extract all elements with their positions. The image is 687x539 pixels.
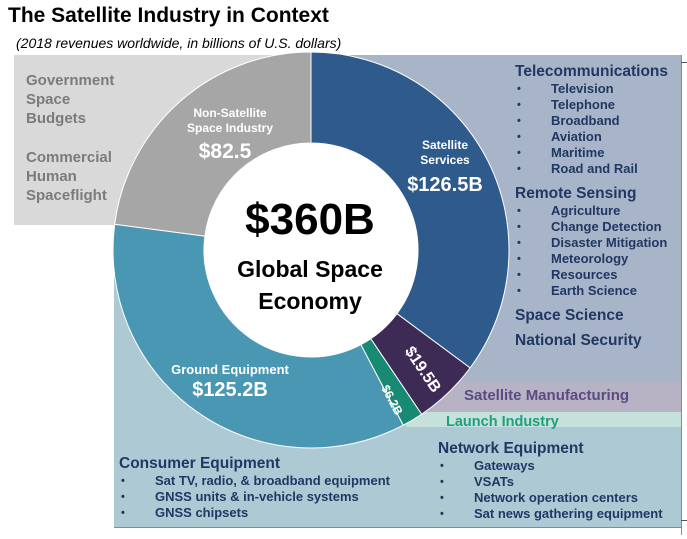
bottom-border [114, 527, 682, 528]
satellite-manufacturing-label: Satellite Manufacturing [464, 387, 630, 404]
network-equipment-heading: Network Equipment [438, 440, 584, 457]
list-item: Sat news gathering equipment [438, 506, 663, 522]
list-item: Disaster Mitigation [515, 235, 667, 251]
list-item: Sat TV, radio, & broadband equipment [119, 473, 390, 489]
list-item: Resources [515, 267, 667, 283]
commercial-label-line2: Human [26, 168, 77, 185]
list-item: GNSS units & in-vehicle systems [119, 489, 390, 505]
slice-label-non-satellite-line1: Non-Satellite [193, 106, 267, 120]
right-border [681, 55, 682, 535]
list-item: GNSS chipsets [119, 505, 390, 521]
list-item: Maritime [515, 145, 638, 161]
remote-sensing-list: Agriculture Change Detection Disaster Mi… [515, 203, 667, 299]
total-value: $360B [245, 195, 375, 244]
slice-value-ground-equipment: $125.2B [192, 379, 268, 401]
border-tick [681, 520, 687, 521]
list-item: Meteorology [515, 251, 667, 267]
list-item: VSATs [438, 474, 663, 490]
list-item: Aviation [515, 129, 638, 145]
list-item: Broadband [515, 113, 638, 129]
list-item: Earth Science [515, 283, 667, 299]
center-label-line2: Economy [258, 288, 362, 314]
government-label-line1: Government [26, 72, 115, 89]
consumer-equipment-list: Sat TV, radio, & broadband equipment GNS… [119, 473, 390, 521]
government-label-line3: Budgets [26, 110, 86, 127]
border-tick [681, 62, 687, 63]
chart-title: The Satellite Industry in Context [8, 4, 329, 27]
telecommunications-list: Television Telephone Broadband Aviation … [515, 81, 638, 177]
donut-hole [204, 143, 418, 357]
commercial-label-line1: Commercial [26, 149, 112, 166]
list-item: Network operation centers [438, 490, 663, 506]
slice-label-satellite-services-line1: Satellite [421, 138, 469, 152]
space-science-heading: Space Science [515, 307, 624, 324]
government-label-line2: Space [26, 91, 71, 108]
slice-value-non-satellite: $82.5 [198, 140, 252, 163]
slice-label-satellite-services-line2: Services [420, 153, 470, 167]
list-item: Agriculture [515, 203, 667, 219]
national-security-heading: National Security [515, 332, 642, 349]
launch-industry-band [406, 412, 681, 427]
network-equipment-list: Gateways VSATs Network operation centers… [438, 458, 663, 522]
list-item: Change Detection [515, 219, 667, 235]
slice-label-non-satellite-line2: Space Industry [186, 121, 274, 135]
center-label-line1: Global Space [237, 256, 383, 282]
list-item: Telephone [515, 97, 638, 113]
telecommunications-heading: Telecommunications [515, 63, 669, 80]
slice-label-ground-equipment: Ground Equipment [171, 362, 289, 377]
slice-satellite-services [310, 51, 510, 369]
consumer-equipment-heading: Consumer Equipment [119, 455, 281, 472]
commercial-label-line3: Spaceflight [26, 187, 107, 204]
list-item: Gateways [438, 458, 663, 474]
list-item: Television [515, 81, 638, 97]
launch-industry-label: Launch Industry [446, 414, 559, 430]
list-item: Road and Rail [515, 161, 638, 177]
chart-subtitle: (2018 revenues worldwide, in billions of… [16, 35, 342, 51]
remote-sensing-heading: Remote Sensing [515, 185, 637, 202]
slice-value-satellite-services: $126.5B [407, 174, 483, 196]
